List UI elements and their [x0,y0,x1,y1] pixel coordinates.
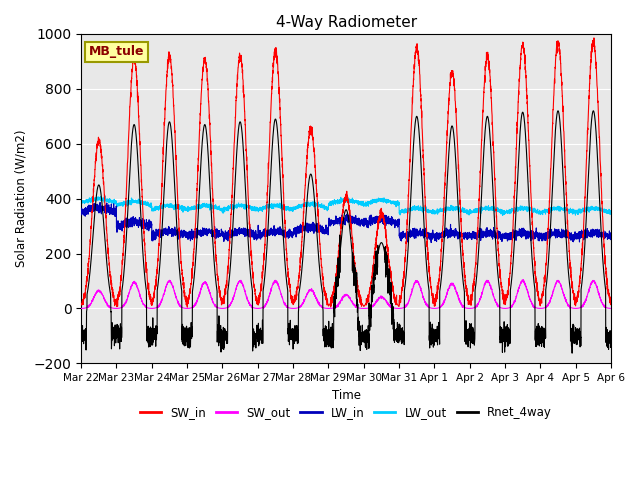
Line: SW_out: SW_out [81,280,611,309]
LW_in [173,230,180,236]
SW_out [173,294,180,300]
Rnet_4way [77,325,85,331]
SW_in [607,301,614,307]
LW_in [326,218,334,224]
LW_out [101,193,109,199]
SW_in [495,251,502,257]
LW_in [436,232,444,238]
LW_out [495,209,502,215]
LW_out [77,199,85,204]
Line: LW_in: LW_in [81,203,611,242]
X-axis label: Time: Time [332,389,360,402]
SW_in [173,163,180,169]
Text: MB_tule: MB_tule [89,46,145,59]
LW_in [607,236,614,241]
Rnet_4way [607,341,615,347]
Rnet_4way [495,279,502,285]
LW_out [326,201,334,207]
SW_out [395,306,403,312]
SW_in [465,299,472,304]
SW_out [607,306,614,312]
LW_out [607,208,614,214]
Line: Rnet_4way: Rnet_4way [81,111,611,353]
Legend: SW_in, SW_out, LW_in, LW_out, Rnet_4way: SW_in, SW_out, LW_in, LW_out, Rnet_4way [135,401,557,423]
LW_out [173,202,180,207]
LW_in [607,234,615,240]
LW_in [96,200,104,205]
SW_in [436,272,444,277]
LW_out [499,213,506,218]
Rnet_4way [607,345,614,350]
SW_out [326,306,334,312]
LW_in [428,240,435,245]
SW_in [184,304,191,310]
SW_in [590,35,598,41]
SW_out [436,305,444,311]
SW_in [607,301,615,307]
SW_out [77,306,85,312]
LW_out [607,211,615,217]
SW_out [607,306,615,312]
LW_out [465,208,472,214]
LW_out [436,206,444,212]
Rnet_4way [589,108,597,114]
SW_out [465,305,472,311]
Title: 4-Way Radiometer: 4-Way Radiometer [275,15,417,30]
Rnet_4way [435,326,443,332]
Line: SW_in: SW_in [81,38,611,307]
Line: LW_out: LW_out [81,196,611,216]
SW_out [495,303,502,309]
SW_out [520,277,527,283]
LW_in [465,233,473,239]
Rnet_4way [568,350,576,356]
SW_in [77,302,85,308]
Y-axis label: Solar Radiation (W/m2): Solar Radiation (W/m2) [15,130,28,267]
Rnet_4way [326,336,334,342]
LW_in [495,233,502,239]
SW_in [326,300,334,306]
LW_in [77,206,85,212]
Rnet_4way [173,217,180,223]
Rnet_4way [465,332,472,338]
